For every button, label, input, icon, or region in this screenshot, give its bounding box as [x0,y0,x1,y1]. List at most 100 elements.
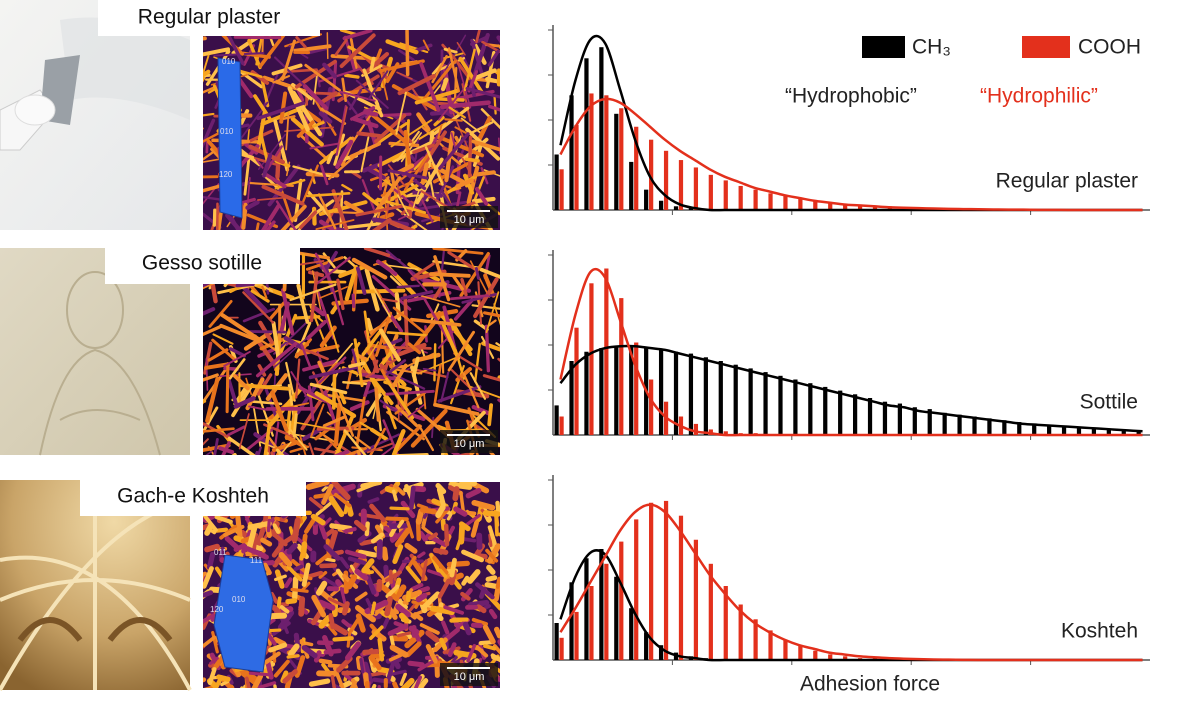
sem-crystal [216,674,231,682]
sem-crystal [497,638,500,647]
sem-crystal [339,30,358,36]
sem-crystal [203,677,207,683]
panel-label: Regular plaster [138,6,280,29]
bar [823,386,828,435]
sem-crystal [296,283,310,324]
sem-crystal [291,517,301,543]
sem-crystal [456,59,472,109]
sem-crystal [433,115,445,127]
bar [927,409,932,435]
sem-crystal [242,291,274,324]
sem-crystal [269,591,279,604]
sem-crystal [304,518,316,534]
sem-crystal [257,133,286,170]
sem-crystal [259,132,270,165]
sem-crystal [228,347,247,358]
crystal-shape [217,57,243,219]
bar [783,639,788,660]
sem-crystal [330,675,337,688]
sem-crystal [400,290,434,300]
bar [673,351,679,435]
bar [748,368,753,435]
sem-crystal [423,297,451,343]
sem-crystal [495,576,500,589]
bar [723,431,728,435]
sem-crystal [243,153,251,196]
panel-label: Gach-e Koshteh [117,485,269,508]
sem-crystal [492,644,500,655]
sem-crystal [344,641,361,661]
sem-crystal [307,570,324,579]
sem-crystal [332,636,354,642]
sem-crystal [415,508,425,525]
sem-crystal [365,357,399,378]
bar [843,656,848,660]
sem-crystal [430,605,455,616]
bar [673,206,679,210]
bar [614,113,619,210]
bar [644,632,649,660]
crystal-face: 111 [250,556,263,565]
bar [708,174,713,210]
sem-crystal [369,503,386,523]
sem-crystal [394,452,429,455]
sem-crystal [456,41,466,56]
sem-crystal [429,272,471,278]
sem-crystal [354,568,369,581]
bar [778,375,783,435]
scale-bar: 10 μm [440,663,498,686]
sem-crystal [471,121,494,134]
bar [1136,431,1141,435]
sem-crystal [299,434,307,455]
sem-crystal [223,350,251,367]
sem-crystal [470,36,488,46]
bar [649,379,654,435]
bar [783,195,788,210]
sem-crystal [400,677,415,688]
sem-crystal [453,298,474,321]
sem-crystal [203,566,214,589]
bar [813,650,818,660]
sem-crystal [458,56,484,94]
sem-crystal [339,556,350,569]
sem-crystal [460,277,468,297]
sem-crystal [395,91,407,135]
bar [693,167,699,210]
sem-crystal [474,187,489,206]
sem-crystal [327,597,347,608]
sem-crystal [344,549,367,559]
sem-crystal [462,372,480,409]
sem-crystal [203,307,216,316]
sem-crystal [271,321,280,357]
sem-crystal [266,518,271,533]
sem-crystal [427,171,436,201]
sem-crystal [335,104,347,156]
sem-crystal [495,342,500,348]
sem-crystal [319,443,333,455]
sem-crystal [245,377,265,411]
sem-crystal [242,684,250,688]
sem-crystal [377,151,406,168]
sem-crystal [203,523,211,531]
sem-crystal [488,104,500,112]
sem-crystal [497,398,500,403]
sem-crystal [362,661,374,685]
sem-crystal [318,219,338,230]
sem-crystal [433,402,480,416]
sem-crystal [215,207,224,230]
sem-crystal [261,35,264,54]
sem-crystal [354,591,368,602]
sem-crystal [229,216,241,230]
sem-crystal [263,422,272,455]
sem-crystal [368,315,390,339]
sem-crystal [460,591,471,601]
sem-crystal [282,115,296,120]
sem-crystal [397,599,408,610]
sem-crystal [203,175,219,179]
sem-crystal [392,306,428,336]
sem-crystal [348,88,363,111]
sem-crystal [245,200,260,210]
sem-crystal [273,56,308,90]
bar [852,394,858,435]
sem-crystal [283,336,305,350]
